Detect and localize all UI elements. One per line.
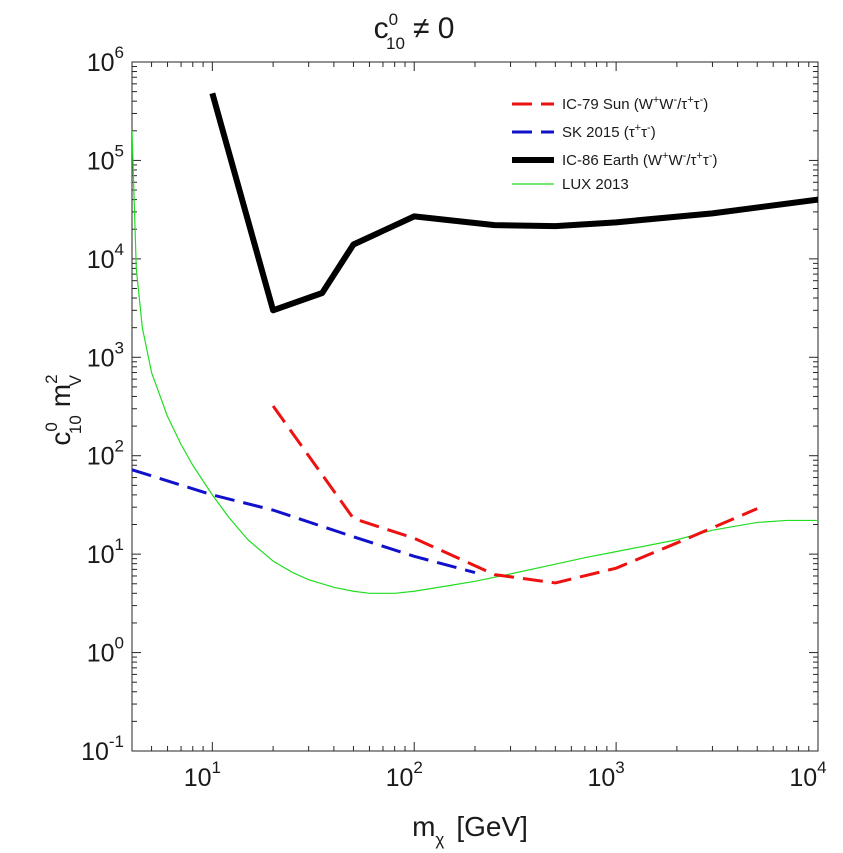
title-base: c [374, 12, 389, 45]
x-tick-label: 101 [184, 758, 221, 792]
y-tick-label: 100 [87, 634, 124, 668]
y-label-sub: 10 [66, 415, 85, 434]
title-sub: 10 [386, 34, 405, 53]
series-line-0 [271, 405, 758, 585]
title-sup: 0 [389, 10, 398, 29]
title-rest: ≠ 0 [413, 12, 454, 45]
legend: IC-79 Sun (W+W-/τ+τ-) SK 2015 (τ+τ-) IC-… [512, 94, 717, 193]
y-label-sup: 0 [42, 422, 61, 431]
x-tick-label: 102 [386, 758, 423, 792]
axis-ticks: 101 102 103 104 10-1 100 101 102 103 104 105 106 [81, 43, 827, 792]
y-label-mid: m [45, 384, 76, 407]
y-label-base: c [45, 432, 76, 446]
x-label-sub: χ [435, 830, 444, 849]
y-axis-label: c0 10 m2 V [42, 374, 85, 445]
y-tick-label: 104 [87, 240, 124, 274]
x-tick-label: 104 [789, 758, 826, 792]
y-tick-label: 101 [87, 535, 124, 569]
y-tick-label: 106 [87, 43, 124, 77]
y-tick-label: 10-1 [81, 732, 124, 766]
x-axis-label: mχ [GeV] [412, 811, 528, 849]
series-line-2 [209, 92, 818, 314]
plot-area [131, 61, 819, 752]
series-lines [132, 92, 818, 594]
y-tick-label: 105 [87, 141, 124, 175]
legend-label-ic86: IC-86 Earth (W+W-/τ+τ-) [562, 150, 717, 169]
y-label-sup2: 2 [42, 374, 61, 383]
series-line-3 [132, 130, 818, 594]
x-label-rest: [GeV] [456, 811, 528, 842]
y-tick-label: 102 [87, 437, 124, 471]
chart-title: c0 10 ≠ 0 [374, 10, 455, 53]
y-label-sub2: V [66, 374, 85, 386]
x-tick-label: 103 [587, 758, 624, 792]
legend-label-lux2013: LUX 2013 [562, 176, 629, 193]
series-line-1 [132, 468, 476, 575]
y-tick-label: 103 [87, 338, 124, 372]
legend-label-sk2015: SK 2015 (τ+τ-) [562, 122, 656, 141]
legend-label-ic79: IC-79 Sun (W+W-/τ+τ-) [562, 94, 708, 113]
x-label-base: m [412, 811, 435, 842]
